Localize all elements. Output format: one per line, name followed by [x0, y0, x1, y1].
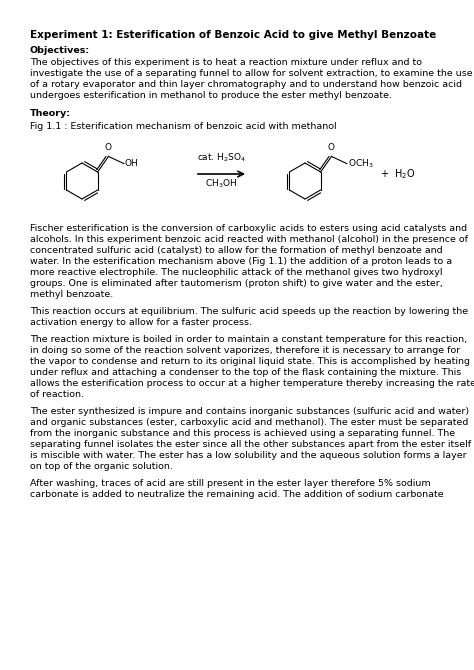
- Text: of a rotary evaporator and thin layer chromatography and to understand how benzo: of a rotary evaporator and thin layer ch…: [30, 80, 462, 89]
- Text: cat. H$_2$SO$_4$: cat. H$_2$SO$_4$: [197, 151, 246, 164]
- Text: OH: OH: [125, 159, 138, 168]
- Text: and organic substances (ester, carboxylic acid and methanol). The ester must be : and organic substances (ester, carboxyli…: [30, 418, 468, 427]
- Text: activation energy to allow for a faster process.: activation energy to allow for a faster …: [30, 318, 252, 327]
- Text: allows the esterification process to occur at a higher temperature thereby incre: allows the esterification process to occ…: [30, 379, 474, 388]
- Text: Theory:: Theory:: [30, 109, 71, 118]
- Text: separating funnel isolates the ester since all the other substances apart from t: separating funnel isolates the ester sin…: [30, 440, 471, 449]
- Text: on top of the organic solution.: on top of the organic solution.: [30, 462, 173, 471]
- Text: O: O: [328, 143, 335, 153]
- Text: of reaction.: of reaction.: [30, 390, 84, 399]
- Text: is miscible with water. The ester has a low solubility and the aqueous solution : is miscible with water. The ester has a …: [30, 451, 466, 460]
- Text: CH$_3$OH: CH$_3$OH: [205, 178, 237, 190]
- Text: The objectives of this experiment is to heat a reaction mixture under reflux and: The objectives of this experiment is to …: [30, 58, 422, 67]
- Text: concentrated sulfuric acid (catalyst) to allow for the formation of methyl benzo: concentrated sulfuric acid (catalyst) to…: [30, 246, 443, 255]
- Text: more reactive electrophile. The nucleophilic attack of the methanol gives two hy: more reactive electrophile. The nucleoph…: [30, 268, 443, 277]
- Text: investigate the use of a separating funnel to allow for solvent extraction, to e: investigate the use of a separating funn…: [30, 69, 473, 78]
- Text: under reflux and attaching a condenser to the top of the flask containing the mi: under reflux and attaching a condenser t…: [30, 368, 461, 377]
- Text: OCH$_3$: OCH$_3$: [348, 157, 374, 170]
- Text: After washing, traces of acid are still present in the ester layer therefore 5% : After washing, traces of acid are still …: [30, 479, 430, 488]
- Text: groups. One is eliminated after tautomerism (proton shift) to give water and the: groups. One is eliminated after tautomer…: [30, 279, 443, 288]
- Text: The reaction mixture is boiled in order to maintain a constant temperature for t: The reaction mixture is boiled in order …: [30, 335, 467, 344]
- Text: methyl benzoate.: methyl benzoate.: [30, 290, 113, 299]
- Text: in doing so some of the reaction solvent vaporizes, therefore it is necessary to: in doing so some of the reaction solvent…: [30, 346, 460, 355]
- Text: Fischer esterification is the conversion of carboxylic acids to esters using aci: Fischer esterification is the conversion…: [30, 224, 467, 233]
- Text: water. In the esterification mechanism above (Fig 1.1) the addition of a proton : water. In the esterification mechanism a…: [30, 257, 452, 266]
- Text: This reaction occurs at equilibrium. The sulfuric acid speeds up the reaction by: This reaction occurs at equilibrium. The…: [30, 307, 468, 316]
- Text: +  H$_2$O: + H$_2$O: [380, 167, 416, 181]
- Text: The ester synthesized is impure and contains inorganic substances (sulfuric acid: The ester synthesized is impure and cont…: [30, 407, 469, 416]
- Text: from the inorganic substance and this process is achieved using a separating fun: from the inorganic substance and this pr…: [30, 429, 455, 438]
- Text: alcohols. In this experiment benzoic acid reacted with methanol (alcohol) in the: alcohols. In this experiment benzoic aci…: [30, 235, 468, 244]
- Text: undergoes esterification in methanol to produce the ester methyl benzoate.: undergoes esterification in methanol to …: [30, 91, 392, 100]
- Text: carbonate is added to neutralize the remaining acid. The addition of sodium carb: carbonate is added to neutralize the rem…: [30, 490, 444, 499]
- Text: Fig 1.1 : Esterification mechanism of benzoic acid with methanol: Fig 1.1 : Esterification mechanism of be…: [30, 122, 337, 131]
- Text: O: O: [105, 143, 112, 153]
- Text: Experiment 1: Esterification of Benzoic Acid to give Methyl Benzoate: Experiment 1: Esterification of Benzoic …: [30, 30, 436, 40]
- Text: the vapor to condense and return to its original liquid state. This is accomplis: the vapor to condense and return to its …: [30, 357, 470, 366]
- Text: Objectives:: Objectives:: [30, 46, 90, 55]
